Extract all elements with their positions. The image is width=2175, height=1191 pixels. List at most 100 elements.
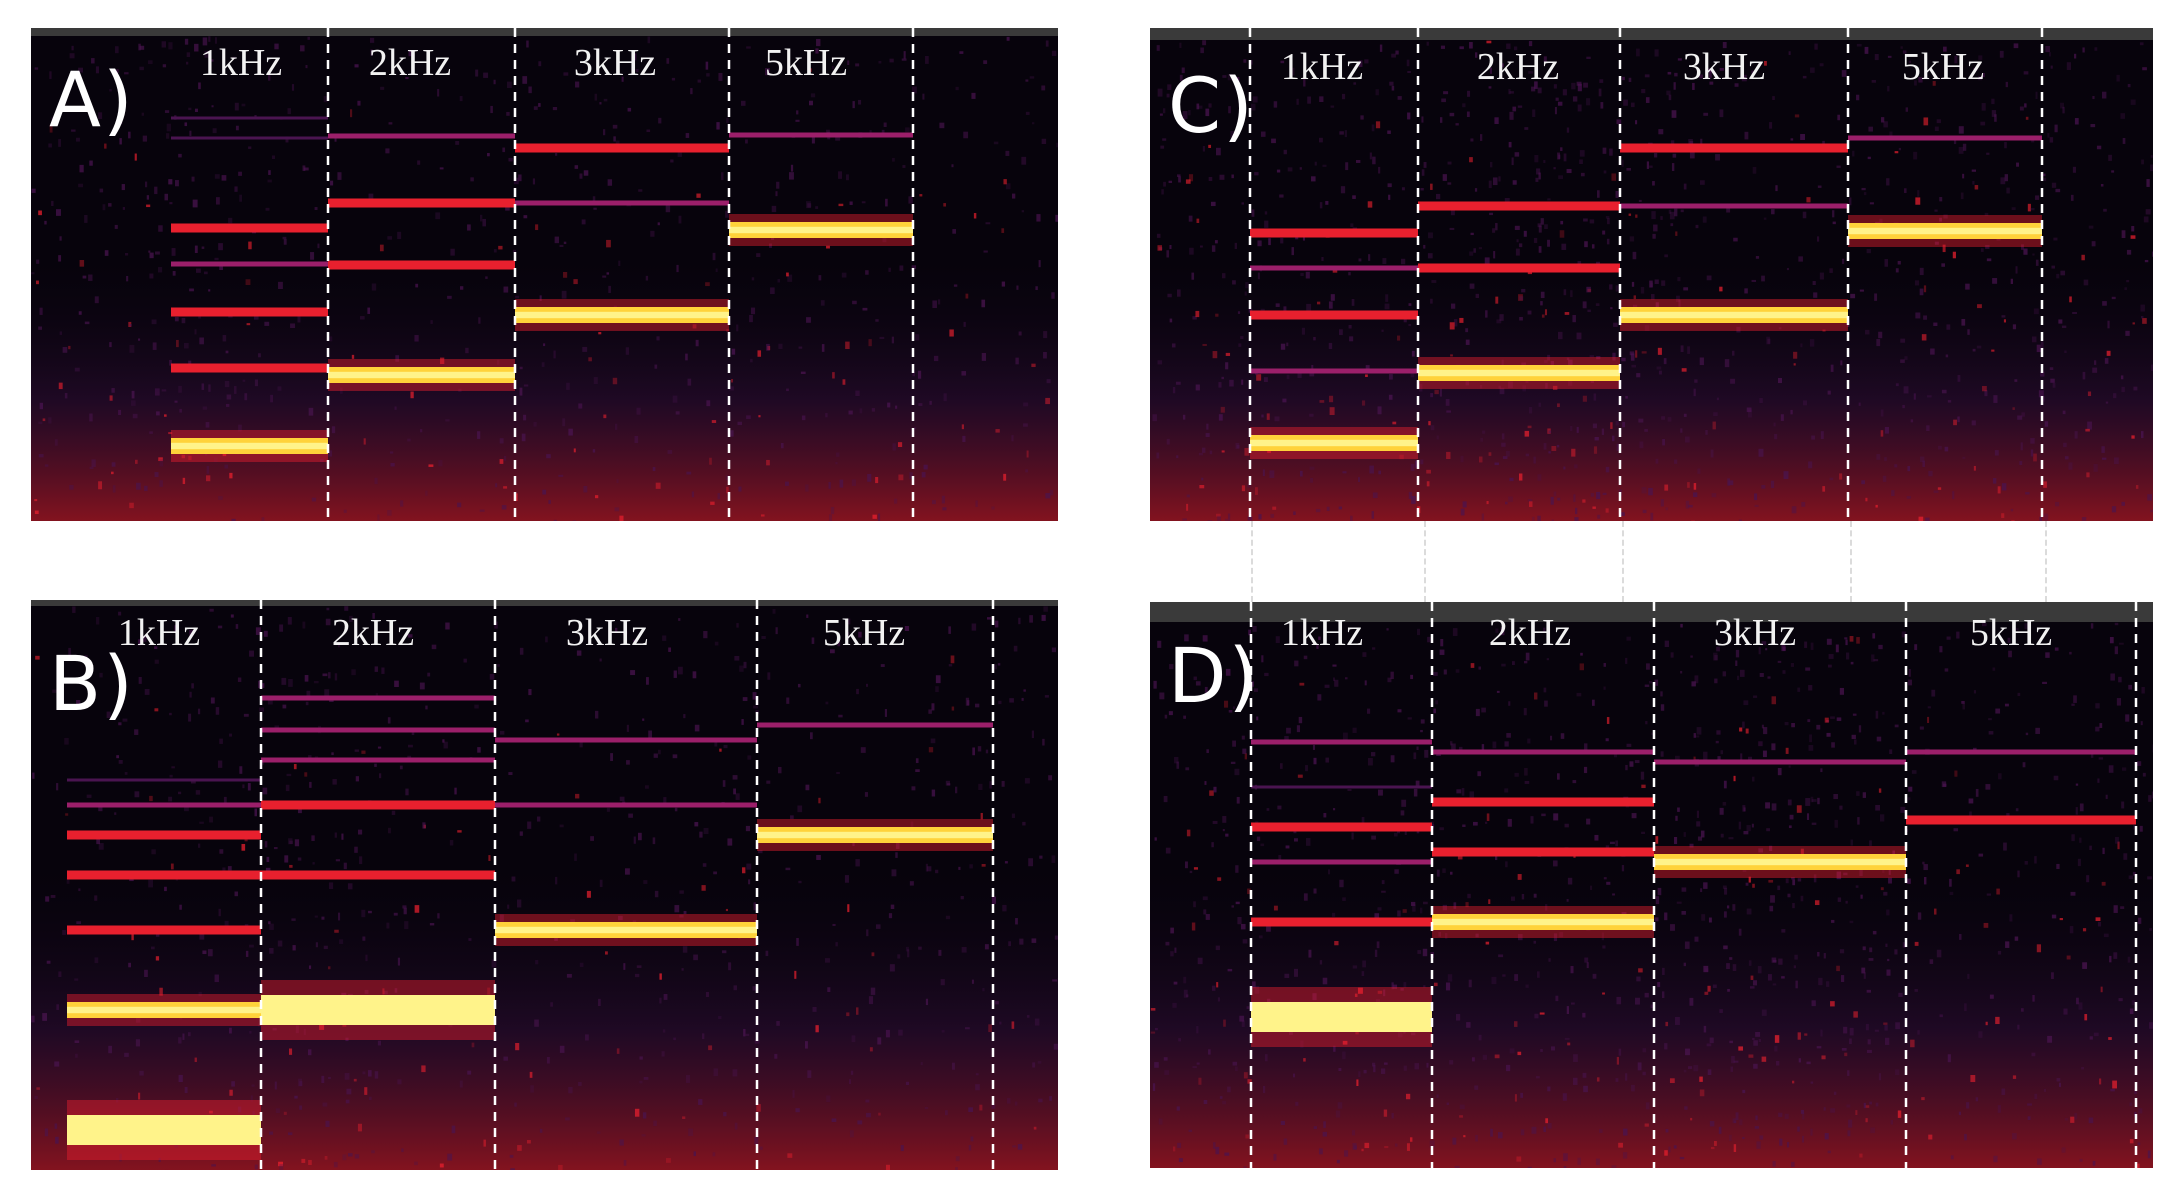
noise-speck — [1033, 1126, 1037, 1130]
noise-speck — [1625, 1073, 1628, 1081]
noise-speck — [184, 1086, 188, 1094]
noise-speck — [997, 663, 1001, 666]
noise-speck — [2096, 145, 2102, 150]
noise-speck — [1166, 438, 1170, 445]
noise-speck — [1204, 686, 1208, 694]
noise-speck — [1236, 444, 1240, 449]
noise-speck — [1228, 106, 1231, 114]
noise-speck — [978, 783, 983, 791]
noise-speck — [2101, 881, 2106, 886]
noise-speck — [361, 909, 366, 918]
noise-speck — [1887, 85, 1890, 92]
noise-speck — [650, 230, 655, 237]
noise-speck — [1241, 379, 1244, 385]
noise-speck — [529, 1071, 533, 1078]
noise-speck — [1713, 412, 1718, 417]
noise-speck — [289, 1048, 293, 1055]
noise-speck — [223, 796, 227, 803]
noise-speck — [1953, 138, 1957, 145]
noise-speck — [1235, 901, 1240, 905]
noise-speck — [497, 359, 500, 365]
noise-speck — [1635, 214, 1638, 218]
noise-speck — [401, 1148, 404, 1153]
noise-speck — [1566, 357, 1570, 361]
noise-speck — [1475, 708, 1480, 717]
spectrogram-b — [31, 600, 1058, 1170]
noise-speck — [1798, 1058, 1801, 1063]
noise-speck — [624, 868, 630, 875]
noise-speck — [247, 783, 251, 791]
guide-line — [1622, 521, 1624, 602]
noise-speck — [214, 974, 219, 983]
noise-speck — [1586, 98, 1591, 106]
noise-speck — [1715, 740, 1719, 744]
noise-speck — [2101, 91, 2107, 99]
noise-speck — [1045, 493, 1051, 499]
noise-speck — [746, 863, 752, 870]
noise-speck — [1646, 663, 1650, 670]
noise-speck — [975, 1073, 979, 1076]
noise-speck — [48, 143, 52, 148]
noise-speck — [2030, 438, 2035, 444]
noise-speck — [108, 203, 112, 207]
noise-speck — [35, 655, 40, 660]
noise-speck — [543, 343, 546, 347]
noise-speck — [908, 196, 913, 204]
noise-speck — [606, 272, 610, 275]
noise-speck — [542, 489, 547, 495]
noise-speck — [1407, 717, 1412, 720]
noise-speck — [644, 785, 649, 789]
noise-speck — [422, 822, 426, 829]
noise-speck — [1156, 233, 1161, 238]
harmonic-band — [1418, 263, 1620, 273]
noise-speck — [2088, 225, 2094, 229]
noise-speck — [1742, 721, 1745, 729]
noise-speck — [1904, 356, 1908, 360]
noise-speck — [1241, 485, 1246, 492]
noise-speck — [169, 359, 172, 366]
noise-speck — [1823, 1107, 1826, 1111]
noise-speck — [1962, 703, 1966, 710]
noise-speck — [1478, 666, 1482, 670]
noise-speck — [1547, 1122, 1552, 1129]
noise-speck — [1442, 904, 1448, 911]
noise-speck — [815, 206, 819, 209]
noise-speck — [915, 769, 920, 773]
noise-speck — [1018, 331, 1022, 336]
noise-speck — [1680, 623, 1683, 628]
noise-speck — [1648, 680, 1653, 684]
noise-speck — [377, 514, 380, 521]
noise-speck — [514, 1102, 517, 1107]
noise-speck — [1829, 268, 1833, 273]
noise-speck — [1825, 981, 1830, 987]
noise-speck — [1439, 117, 1443, 123]
noise-speck — [771, 205, 777, 213]
noise-speck — [1660, 499, 1664, 507]
noise-speck — [1225, 668, 1231, 676]
noise-speck — [68, 647, 71, 656]
noise-speck — [1211, 985, 1216, 991]
noise-speck — [756, 253, 761, 257]
noise-speck — [109, 89, 112, 92]
noise-speck — [666, 58, 670, 64]
noise-speck — [1745, 882, 1749, 886]
noise-speck — [2138, 917, 2142, 924]
noise-speck — [229, 1027, 232, 1034]
noise-speck — [614, 507, 620, 512]
noise-speck — [199, 337, 204, 345]
noise-speck — [1538, 246, 1542, 253]
noise-speck — [2023, 248, 2028, 255]
noise-speck — [983, 60, 988, 64]
noise-speck — [1874, 53, 1879, 61]
noise-speck — [645, 275, 649, 281]
noise-speck — [711, 420, 717, 423]
noise-speck — [1358, 258, 1362, 262]
noise-speck — [1307, 96, 1311, 104]
noise-speck — [1179, 74, 1183, 82]
noise-speck — [837, 639, 841, 647]
noise-speck — [1214, 240, 1218, 244]
noise-speck — [208, 384, 211, 392]
noise-speck — [935, 869, 939, 874]
noise-speck — [655, 482, 661, 489]
noise-speck — [1832, 221, 1836, 225]
